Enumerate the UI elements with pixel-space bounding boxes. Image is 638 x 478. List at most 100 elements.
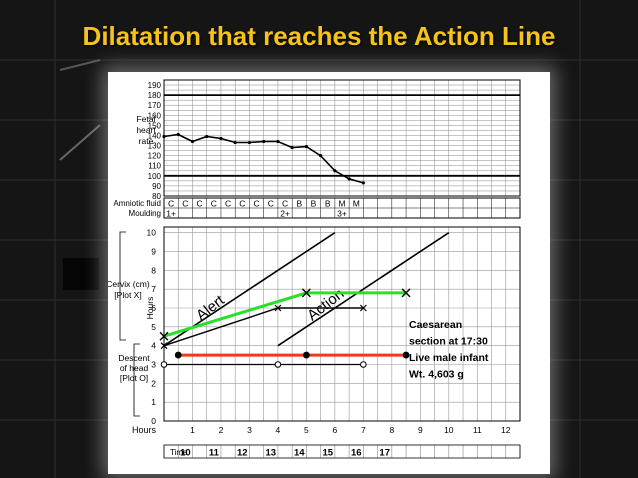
annotation-line: Wt. 4,603 g	[409, 369, 464, 381]
hours-tick-label: 9	[418, 425, 423, 435]
annotation-line: section at 17:30	[409, 336, 488, 348]
hours-tick-label: 12	[501, 425, 511, 435]
annotation-line: Caesarean	[409, 319, 462, 331]
paper	[108, 72, 550, 474]
cervix-green-point	[301, 288, 311, 298]
time-tick-label: 13	[266, 448, 277, 459]
cervix-black-point	[274, 304, 282, 312]
time-tick-label: 15	[322, 448, 333, 459]
fhr-point	[319, 154, 323, 158]
fhr-row-label: rate	[139, 136, 154, 146]
moulding-cell-value: 3+	[337, 209, 347, 219]
moulding-cell-value: 2+	[280, 209, 290, 219]
hours-tick-label: 3	[247, 425, 252, 435]
hours-axis-label: Hours	[132, 425, 157, 435]
amniotic-row-label: Amniotic fluid	[113, 199, 161, 208]
amniotic-cell-value: C	[268, 199, 274, 209]
partograph-chart: 1901801701601501401301201101009080Fetalh…	[108, 72, 550, 474]
hours-tick-label: 8	[389, 425, 394, 435]
partograph-tick-label: 7	[151, 284, 156, 294]
fhr-tick-label: 100	[148, 172, 162, 181]
cervix-black-point	[359, 304, 367, 312]
fhr-point	[162, 134, 166, 139]
fhr-tick-label: 150	[148, 121, 162, 130]
partograph-tick-label: 10	[147, 228, 157, 238]
time-row-label: Time	[170, 448, 188, 457]
amniotic-cell-value: C	[282, 199, 288, 209]
partograph-tick-label: 5	[151, 322, 156, 332]
action-line	[277, 231, 450, 347]
fhr-row-label: heart	[136, 125, 156, 135]
descent-bracket	[133, 343, 140, 417]
fhr-point	[176, 132, 180, 137]
amniotic-cell-value: C	[253, 199, 259, 209]
partograph-tick-label: 1	[151, 397, 156, 407]
fhr-tick-label: 80	[152, 192, 161, 201]
amniotic-cell-value: C	[211, 199, 217, 209]
chart-frames	[119, 79, 521, 459]
fhr-tick-label: 160	[148, 111, 162, 120]
descent-label: Descent	[118, 353, 150, 363]
cervix-label: Cervix (cm)	[108, 279, 150, 289]
fhr-row-label: Fetal	[137, 114, 156, 124]
fhr-point	[276, 139, 280, 144]
amniotic-cell-value: B	[296, 199, 302, 209]
time-row-frame	[163, 444, 521, 459]
partograph-hours-vertical-label: Hours	[145, 297, 155, 320]
amniotic-cell-value: B	[311, 199, 317, 209]
amniotic-cell-value: M	[353, 199, 360, 209]
hours-tick-label: 5	[304, 425, 309, 435]
fhr-point	[333, 169, 337, 173]
fhr-point	[361, 181, 365, 185]
amniotic-cell-value: C	[225, 199, 231, 209]
descent-red-point	[174, 351, 182, 359]
hours-tick-label: 11	[473, 425, 482, 435]
descent-label: [Plot O]	[120, 373, 148, 383]
hours-tick-label: 6	[333, 425, 338, 435]
amniotic-cell-value: C	[197, 199, 203, 209]
fhr-tick-label: 140	[148, 131, 162, 140]
partograph-tick-label: 6	[151, 303, 156, 313]
partograph-tick-label: 8	[151, 265, 156, 275]
descent-label: of head	[120, 363, 149, 373]
descent-black-point	[274, 361, 282, 368]
fhr-tick-label: 110	[148, 162, 161, 171]
partograph-tick-label: 4	[151, 341, 156, 351]
cervix-black-point	[160, 342, 168, 350]
amniotic-cell-value: C	[239, 199, 245, 209]
partograph-tick-label: 2	[151, 378, 156, 388]
fhr-point	[247, 140, 252, 145]
cervix-bracket	[119, 231, 126, 341]
amniotic-cell-value: C	[168, 199, 174, 209]
moulding-row-label: Moulding	[129, 209, 161, 218]
chart-marks	[159, 132, 450, 368]
time-tick-label: 11	[209, 448, 220, 459]
partograph-frame	[163, 226, 521, 422]
cervix-green-point	[159, 331, 169, 341]
fhr-point	[205, 134, 209, 139]
fhr-tick-label: 130	[148, 142, 162, 151]
cervix-green-point	[401, 288, 411, 298]
descent-red-point	[402, 351, 410, 359]
fhr-point	[219, 136, 223, 141]
fhr-point	[304, 144, 308, 149]
fhr-tick-label: 120	[148, 152, 162, 161]
descent-black-point	[360, 361, 367, 368]
cervix-label: [Plot X]	[114, 290, 141, 300]
slide-title: Dilatation that reaches the Action Line	[82, 21, 556, 51]
partograph-tick-label: 0	[151, 416, 156, 426]
fhr-point	[290, 145, 294, 150]
descent-black-point	[160, 361, 168, 368]
fhr-tick-label: 170	[148, 101, 162, 110]
hours-tick-label: 7	[361, 425, 366, 435]
partograph-tick-label: 3	[151, 359, 156, 369]
hours-tick-label: 4	[276, 425, 281, 435]
fhr-point	[190, 139, 195, 144]
time-tick-label: 16	[351, 448, 362, 459]
hours-tick-label: 2	[219, 425, 224, 435]
amniotic-cell-value: B	[325, 199, 331, 209]
fhr-tick-label: 190	[148, 81, 162, 90]
time-tick-label: 10	[180, 448, 191, 459]
hours-tick-label: 1	[190, 425, 195, 435]
fhr-point	[262, 139, 266, 144]
